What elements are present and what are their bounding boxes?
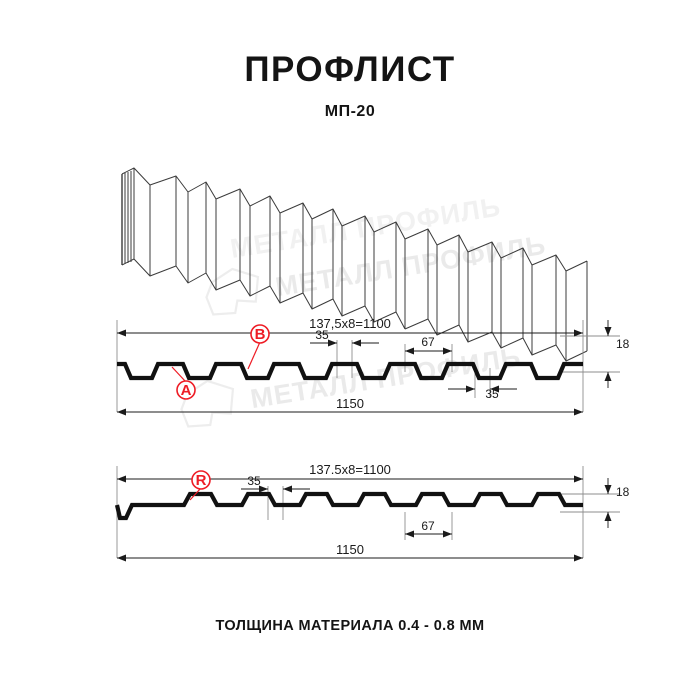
profile1-rib-top-dimension-text: 35 bbox=[315, 328, 329, 342]
profile1-height-dimension-text: 18 bbox=[616, 337, 630, 351]
profile2-height-dimension-text: 18 bbox=[616, 485, 630, 499]
marker-r-circle bbox=[191, 470, 211, 490]
profile2-rib-base-dimension-text: 67 bbox=[421, 519, 435, 533]
marker-a-circle bbox=[176, 380, 196, 400]
profile2-bottom-dimension-text: 1150 bbox=[336, 542, 364, 557]
marker-r-label: R bbox=[196, 472, 207, 489]
profile2-top-dimension-text: 137.5x8=1100 bbox=[309, 462, 391, 477]
profile1-waveform bbox=[117, 361, 583, 381]
profile1-rib-top-dimension-right-text: 35 bbox=[485, 387, 499, 401]
profile1-bottom-dimension-text: 1150 bbox=[336, 396, 364, 411]
model-subtitle: МП-20 bbox=[324, 103, 376, 120]
material-thickness-caption: ТОЛЩИНА МАТЕРИАЛА 0.4 - 0.8 ММ bbox=[215, 618, 485, 634]
profile2-waveform bbox=[114, 491, 583, 521]
marker-a-label: A bbox=[181, 382, 192, 399]
marker-b-label: B bbox=[255, 326, 266, 343]
profile1-rib-base-dimension-text: 67 bbox=[421, 335, 435, 349]
marker-b-circle bbox=[250, 324, 270, 344]
title-block: ПРОФЛИСТ МП-20 bbox=[0, 52, 700, 121]
page-title: ПРОФЛИСТ bbox=[244, 50, 456, 89]
profile2-rib-top-dimension-text: 35 bbox=[247, 474, 261, 488]
profile1-top-dimension-text: 137,5x8=1100 bbox=[309, 316, 391, 331]
